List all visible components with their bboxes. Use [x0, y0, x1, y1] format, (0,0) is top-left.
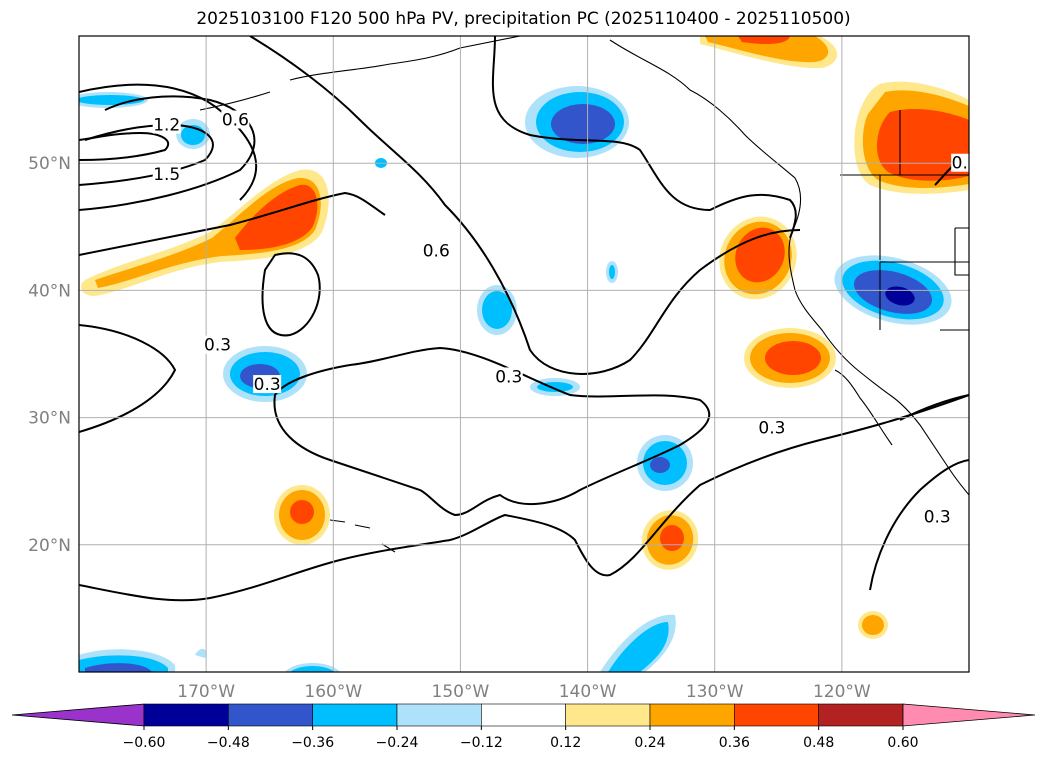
pv-contour-label: 0.9 [45, 94, 72, 114]
lat-tick-label: 40°N [28, 281, 71, 301]
colorbar-extend-low [11, 703, 145, 727]
pv-contour-label-bg [152, 165, 181, 184]
colorbar-segment [818, 703, 904, 727]
colorbar-tick-label: −0.48 [207, 735, 250, 751]
lat-tick-label: 50°N [28, 154, 71, 174]
pv-contour-label-bg [494, 367, 523, 386]
lat-tick-label: 30°N [28, 409, 71, 429]
lon-tick-label: 160°W [304, 682, 362, 702]
map-frame [78, 35, 970, 673]
colorbar-tick-label: 0.48 [803, 735, 834, 751]
pv-contour-label-bg [422, 241, 451, 260]
pv-contour-label-bg [152, 115, 181, 134]
lat-tick-label: 20°N [28, 536, 71, 556]
colorbar-segment [481, 703, 566, 727]
pv-contour-label-bg [923, 507, 952, 526]
colorbar-segment [396, 703, 482, 727]
pv-contour-label: 0.3 [924, 507, 951, 527]
colorbar-tick-label: −0.36 [291, 735, 334, 751]
latitude-axis-labels: 20°N 30°N 40°N 50°N [28, 154, 71, 556]
colorbar-tick-label: −0.24 [376, 735, 419, 751]
pv-contour-labels: 0.9 1.2 1.5 0.6 0.6 0.3 0.3 0.3 0.3 0.3 0.6 [45, 94, 979, 527]
pv-contour-label: 0.3 [495, 367, 522, 387]
pv-contour-label: 0.3 [204, 336, 231, 356]
pv-contours [79, 36, 969, 602]
colorbar-segment [228, 703, 313, 727]
pv-contour-label: 0.3 [758, 418, 785, 438]
pv-contour-label: 0.6 [952, 154, 979, 174]
pv-contour-label: 0.6 [423, 242, 450, 262]
pv-contour-label-bg [757, 418, 786, 437]
colorbar-segment [312, 703, 398, 727]
colorbar-tick-label: −0.12 [460, 735, 503, 751]
pv-contour-label-bg [221, 110, 250, 129]
pv-contour-label-bg [203, 335, 232, 354]
colorbar-tick-label: 0.60 [887, 735, 918, 751]
precipitation-anomaly-fill [79, 36, 969, 672]
colorbar: −0.60 −0.48 −0.36 −0.24 −0.12 0.12 0.24 0.36 0.4… [11, 703, 1036, 751]
pv-contour-label: 0.6 [222, 110, 249, 130]
colorbar-tick-label: 0.24 [634, 735, 665, 751]
lon-tick-label: 150°W [432, 682, 490, 702]
colorbar-extend-high [902, 703, 1036, 727]
pv-contour-label-bg [951, 153, 969, 172]
colorbar-tick-label: 0.12 [550, 735, 581, 751]
colorbar-segment [649, 703, 735, 727]
pv-contour-label-bg [45, 94, 73, 112]
pv-contour-label: 0.3 [254, 375, 281, 395]
pv-contour-label: 1.2 [153, 116, 180, 136]
gridlines [79, 36, 969, 672]
lon-tick-label: 120°W [813, 682, 871, 702]
longitude-axis-labels: 170°W 160°W 150°W 140°W 130°W 120°W [177, 682, 871, 702]
pv-contour-label: 1.5 [153, 165, 180, 185]
colorbar-segment [143, 703, 229, 727]
map-title: 2025103100 F120 500 hPa PV, precipitatio… [196, 9, 851, 29]
lon-tick-label: 140°W [559, 682, 617, 702]
colorbar-segment [565, 703, 651, 727]
lon-tick-label: 130°W [686, 682, 744, 702]
colorbar-tick-label: 0.36 [719, 735, 750, 751]
colorbar-tick-label: −0.60 [123, 735, 166, 751]
colorbar-segment [734, 703, 819, 727]
pv-contour-label-bg [253, 375, 282, 394]
map-plot-area: 0.9 1.2 1.5 0.6 0.6 0.3 0.3 0.3 0.3 0.3 0.6 [45, 36, 979, 672]
lon-tick-label: 170°W [177, 682, 235, 702]
